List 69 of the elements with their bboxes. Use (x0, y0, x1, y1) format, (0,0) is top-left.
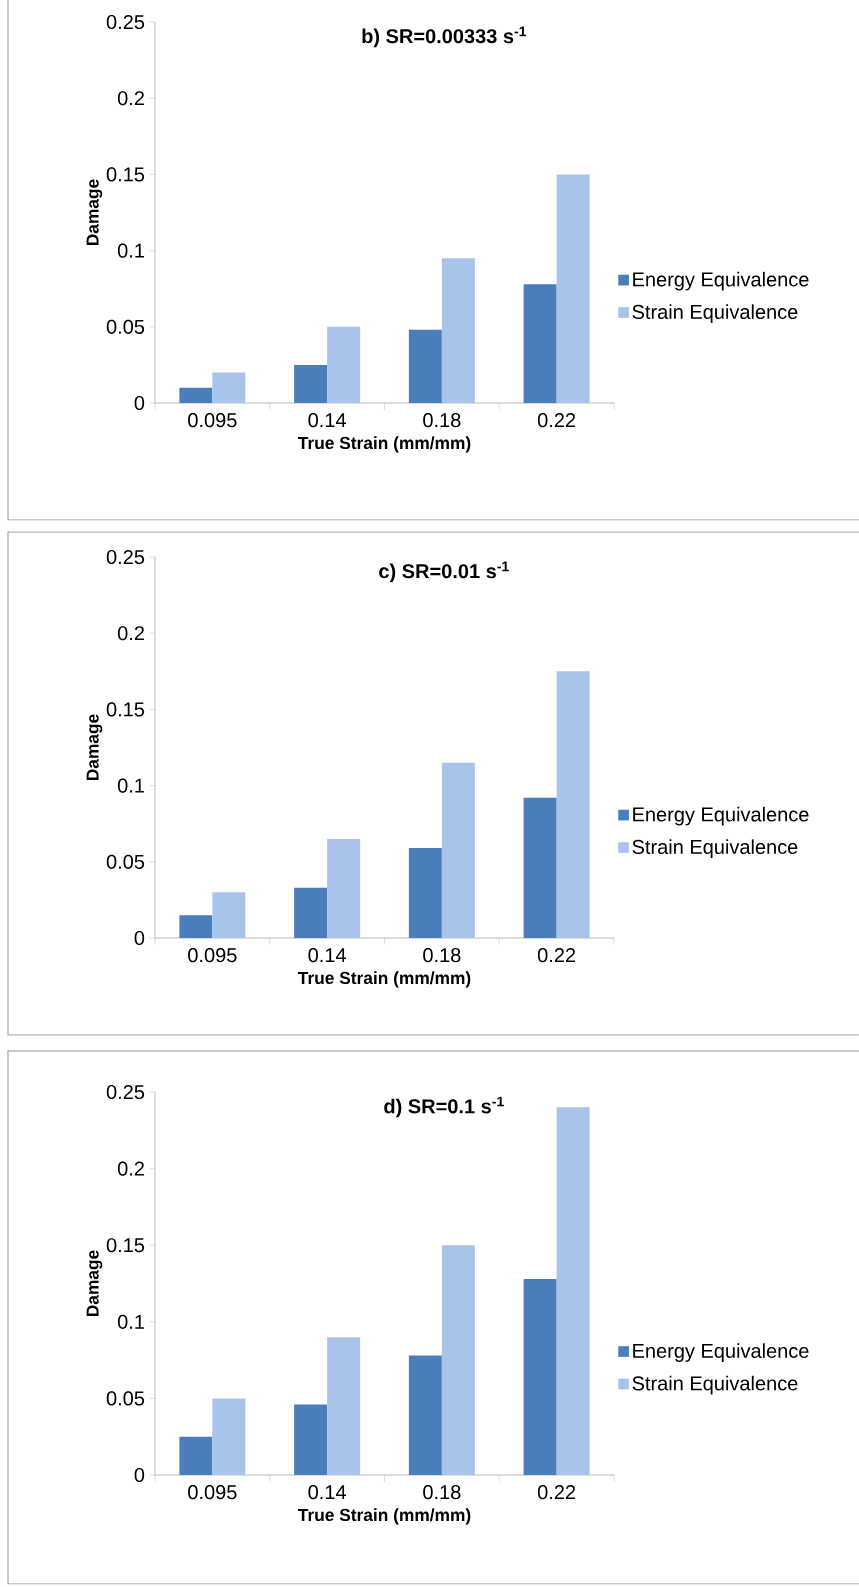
y-tick-label: 0.1 (117, 1314, 144, 1329)
bar (327, 326, 361, 404)
bar (212, 892, 246, 939)
x-tick-label: 0.22 (537, 413, 576, 428)
bar (523, 797, 557, 939)
y-tick-label: 0.15 (106, 702, 145, 717)
chart-title: b) SR=0.00333 s$^{-1}$ (362, 26, 527, 48)
bar (523, 1278, 557, 1476)
x-tick-label: 0.14 (308, 1485, 346, 1500)
bar (408, 329, 442, 404)
x-tick-label: 0.22 (537, 1485, 576, 1500)
x-axis-title: True Strain (mm/mm) (298, 436, 471, 453)
chart-title: d) SR=0.1 s$^{-1}$ (384, 1096, 504, 1118)
y-tick-label: 0.05 (106, 854, 145, 869)
y-tick-label: 0.25 (106, 549, 145, 565)
x-tick-label: 0.095 (188, 413, 237, 428)
legend-label: Energy Equivalence (633, 806, 809, 826)
y-tick-label: 0.05 (106, 319, 145, 334)
bar (556, 174, 590, 404)
bar (294, 364, 328, 404)
y-tick-label: 0.2 (117, 626, 144, 641)
bar (294, 1404, 328, 1476)
bar (556, 671, 590, 939)
x-tick-label: 0.095 (188, 1485, 237, 1500)
x-tick-label: 0.14 (308, 413, 346, 428)
x-tick-label: 0.18 (423, 948, 461, 963)
bar (212, 372, 246, 404)
x-tick-label: 0.18 (423, 413, 461, 428)
y-tick-label: 0 (134, 395, 145, 411)
chart-title: c) SR=0.01 s$^{-1}$ (379, 561, 509, 583)
x-axis-title: True Strain (mm/mm) (298, 1508, 471, 1525)
y-tick-label: 0.1 (117, 243, 144, 258)
bar (212, 1398, 246, 1476)
bar (408, 1355, 442, 1476)
x-tick-label: 0.22 (537, 948, 576, 963)
legend-label: Energy Equivalence (633, 1343, 809, 1362)
y-tick-label: 0.25 (106, 14, 145, 30)
bar (441, 762, 475, 939)
y-tick-label: 0.05 (106, 1391, 145, 1406)
x-tick-label: 0.14 (308, 948, 346, 963)
bar (408, 848, 442, 939)
bar (294, 887, 328, 939)
legend-label: Strain Equivalence (632, 304, 798, 323)
y-tick-label: 0.25 (106, 1084, 145, 1100)
bar (327, 838, 361, 939)
legend-label: Strain Equivalence (632, 1375, 798, 1395)
x-axis-title: True Strain (mm/mm) (298, 971, 471, 988)
y-axis-title: Damage (86, 1250, 103, 1317)
bar (523, 284, 557, 404)
y-tick-label: 0.15 (106, 1238, 145, 1253)
y-axis-title: Damage (86, 714, 103, 781)
y-tick-label: 0.2 (117, 91, 144, 106)
x-tick-label: 0.095 (188, 948, 237, 963)
y-axis-title: Damage (86, 179, 103, 246)
y-tick-label: 0.1 (117, 778, 144, 793)
bar (179, 915, 213, 939)
y-tick-label: 0 (134, 930, 145, 946)
y-tick-label: 0.15 (106, 167, 145, 182)
bar (179, 1436, 213, 1476)
bar (327, 1337, 361, 1476)
legend-label: Strain Equivalence (632, 839, 798, 858)
y-tick-label: 0 (134, 1467, 145, 1483)
y-tick-label: 0.2 (117, 1161, 144, 1176)
bar (441, 258, 475, 404)
bar (441, 1245, 475, 1476)
bar (556, 1107, 590, 1476)
legend-label: Energy Equivalence (633, 271, 809, 291)
bar (179, 387, 213, 404)
x-tick-label: 0.18 (423, 1485, 461, 1500)
